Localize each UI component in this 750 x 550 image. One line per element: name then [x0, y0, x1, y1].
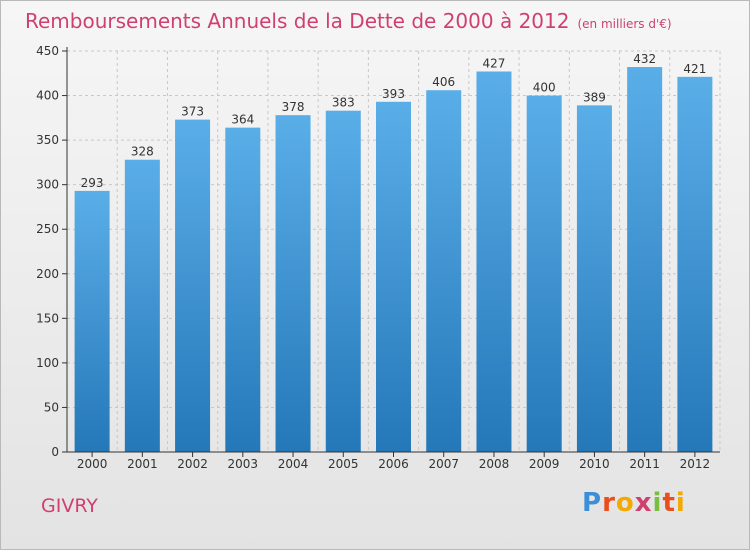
y-tick-label: 300	[36, 178, 59, 192]
labels: 0 50 100 150 200 250 300 350 400 450 293 2000 328 200…	[36, 44, 710, 471]
y-tick-label: 150	[36, 311, 59, 325]
data-label: 383	[332, 96, 355, 110]
data-label: 328	[131, 145, 154, 159]
bar	[376, 101, 411, 452]
x-tick-label: 2004	[278, 457, 309, 471]
x-tick-label: 2002	[177, 457, 208, 471]
title-text: Remboursements Annuels de la Dette de 20…	[25, 9, 570, 33]
y-tick-label: 450	[36, 44, 59, 58]
subtitle-text: (en milliers d'€)	[577, 17, 672, 31]
x-tick-label: 2007	[428, 457, 459, 471]
data-label: 432	[633, 52, 656, 66]
x-tick-label: 2005	[328, 457, 359, 471]
bar	[275, 115, 311, 452]
y-tick-label: 350	[36, 133, 59, 147]
x-tick-label: 2006	[378, 457, 409, 471]
axes	[62, 47, 720, 457]
y-tick-label: 0	[51, 445, 59, 459]
x-tick-label: 2000	[77, 457, 108, 471]
proxiti-logo: Proxiti	[582, 488, 686, 518]
x-tick-label: 2003	[228, 457, 259, 471]
x-tick-label: 2001	[127, 457, 158, 471]
data-label: 373	[181, 105, 204, 119]
data-label: 378	[282, 100, 305, 114]
bar	[74, 190, 110, 452]
bar	[426, 90, 462, 452]
x-tick-label: 2011	[629, 457, 660, 471]
bar	[476, 71, 512, 453]
data-label: 406	[432, 75, 455, 89]
bar	[576, 105, 612, 452]
data-label: 393	[382, 87, 405, 101]
bar	[124, 159, 160, 452]
data-label: 400	[533, 81, 556, 95]
bar	[175, 119, 211, 453]
bar	[325, 110, 361, 453]
y-tick-label: 400	[36, 89, 59, 103]
x-tick-label: 2010	[579, 457, 610, 471]
x-tick-label: 2009	[529, 457, 560, 471]
x-tick-label: 2012	[680, 457, 711, 471]
bar	[677, 76, 713, 452]
bars	[74, 67, 713, 453]
x-tick-label: 2008	[479, 457, 510, 471]
y-tick-label: 200	[36, 267, 59, 281]
data-label: 364	[231, 113, 254, 127]
y-tick-label: 250	[36, 222, 59, 236]
chart-title: Remboursements Annuels de la Dette de 20…	[25, 9, 672, 33]
data-label: 293	[81, 176, 104, 190]
bar	[627, 67, 663, 452]
city-name: GIVRY	[41, 495, 98, 517]
y-tick-label: 100	[36, 356, 59, 370]
y-tick-label: 50	[44, 400, 59, 414]
data-label: 421	[683, 62, 706, 76]
data-label: 389	[583, 90, 606, 104]
data-label: 427	[483, 56, 506, 70]
bar	[526, 95, 562, 453]
bar	[225, 127, 261, 452]
